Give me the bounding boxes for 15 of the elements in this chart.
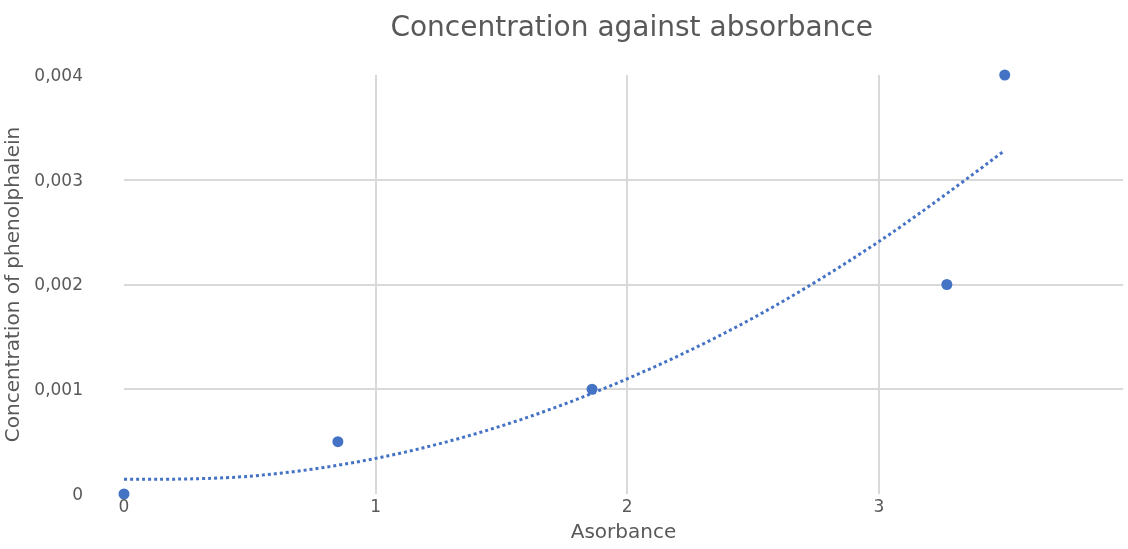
point <box>332 436 344 448</box>
point <box>999 69 1011 81</box>
x-tick-label: 3 <box>873 496 885 516</box>
point <box>941 279 953 290</box>
y-tick-label: 0,003 <box>34 169 83 190</box>
y-tick-label: 0,001 <box>34 379 83 400</box>
y-tick-label: 0,004 <box>34 64 83 85</box>
x-tick-label: 2 <box>621 496 633 516</box>
x-tick-label: 0 <box>118 496 130 516</box>
x-tick-label: 1 <box>370 496 382 516</box>
x-axis-title: Asorbance <box>570 518 677 543</box>
point <box>118 488 130 500</box>
y-tick-label: 0,002 <box>34 274 83 295</box>
y-axis-title: Concentration of phenolphalein <box>0 126 24 443</box>
chart-title: Concentration against absorbance <box>390 10 873 44</box>
